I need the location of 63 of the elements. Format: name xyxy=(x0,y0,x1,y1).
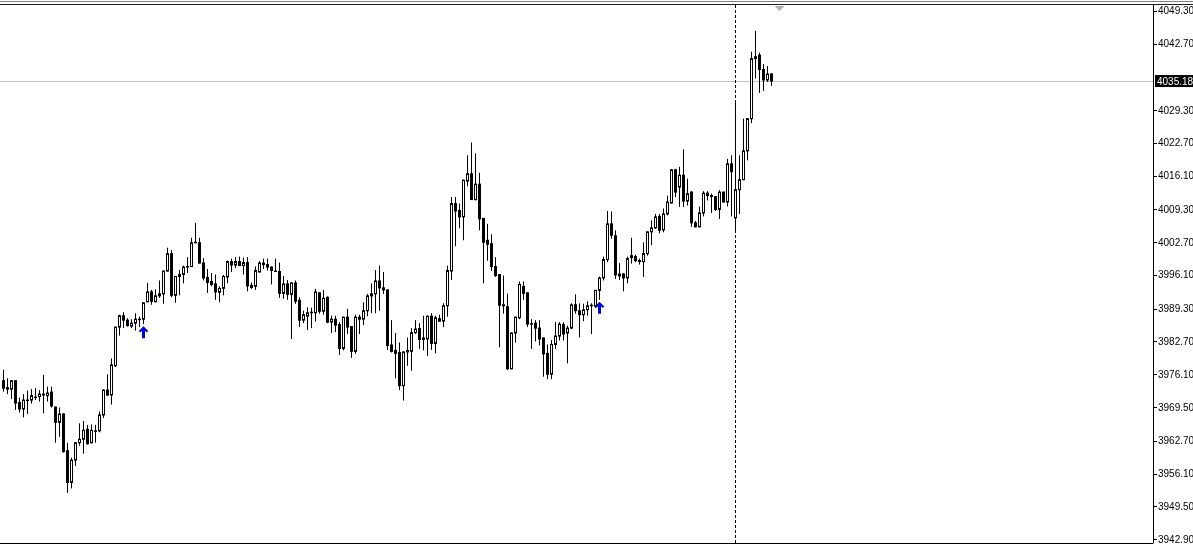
y-tick-label: 4049.30 xyxy=(1158,5,1193,17)
candlestick xyxy=(22,393,25,418)
candlestick xyxy=(314,288,317,323)
candlestick xyxy=(658,213,661,234)
candlestick xyxy=(178,269,181,296)
y-tick-label: 3989.30 xyxy=(1158,303,1193,315)
candlestick xyxy=(318,291,321,315)
candlestick xyxy=(86,424,89,446)
candlestick xyxy=(410,327,413,372)
candlestick xyxy=(14,379,17,411)
candlestick xyxy=(422,315,425,351)
y-tick-label: 3976.10 xyxy=(1158,368,1193,380)
candlestick xyxy=(190,237,193,268)
candlestick xyxy=(626,256,629,284)
y-tick-label: 4002.70 xyxy=(1158,236,1193,248)
candlestick xyxy=(374,269,377,314)
y-tick-label: 3969.50 xyxy=(1158,401,1193,413)
y-tick-label: 4029.30 xyxy=(1158,104,1193,116)
candlestick xyxy=(290,281,293,340)
ref-line-label: 4035.18 xyxy=(1157,75,1193,87)
candlestick xyxy=(278,262,281,299)
candlestick xyxy=(42,374,45,414)
y-tick-label: 4042.70 xyxy=(1158,38,1193,50)
y-tick-label: 3942.90 xyxy=(1158,533,1193,545)
y-tick-label: 3949.50 xyxy=(1158,500,1193,512)
y-tick-label: 4009.30 xyxy=(1158,203,1193,215)
candlestick xyxy=(534,319,537,342)
candlestick xyxy=(562,321,565,342)
candlestick xyxy=(214,274,217,301)
y-tick-label: 3996.10 xyxy=(1158,269,1193,281)
candlestick xyxy=(738,154,741,215)
candlestick xyxy=(578,302,581,339)
y-tick-label: 4022.70 xyxy=(1158,137,1193,149)
candlestick xyxy=(490,233,493,272)
y-tick-label: 3956.10 xyxy=(1158,468,1193,480)
candlestick xyxy=(570,302,573,330)
candlestick xyxy=(630,237,633,265)
candlestick xyxy=(286,279,289,301)
candlestick xyxy=(710,193,713,214)
candlestick xyxy=(254,266,257,291)
candlestick xyxy=(2,369,5,393)
candlestick xyxy=(370,282,373,314)
candlestick xyxy=(378,265,381,312)
candlestick xyxy=(10,379,13,400)
y-tick-label: 4016.10 xyxy=(1158,170,1193,182)
candlestick xyxy=(282,275,285,300)
candlestick xyxy=(338,321,341,356)
candlestick xyxy=(558,321,561,342)
candlestick xyxy=(502,274,505,315)
candlestick xyxy=(306,306,309,331)
candlestick xyxy=(678,166,681,208)
candlestick xyxy=(82,420,85,455)
candlestick xyxy=(758,52,761,94)
candlestick xyxy=(718,189,721,220)
candlestick xyxy=(418,322,421,350)
candlestick xyxy=(26,390,29,415)
candlestick xyxy=(366,293,369,317)
candlestick xyxy=(730,154,733,217)
candlestick xyxy=(426,315,429,357)
candlestick xyxy=(142,301,145,325)
y-tick-label: 3982.70 xyxy=(1158,336,1193,347)
y-tick-label: 3962.70 xyxy=(1158,435,1193,447)
candlestick xyxy=(246,256,249,292)
